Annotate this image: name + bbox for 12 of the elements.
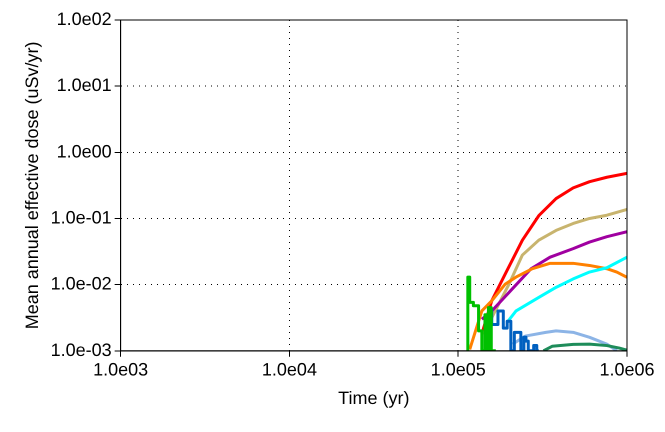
- x-tick-label: 1.0e03: [93, 360, 148, 380]
- y-tick-label: 1.0e00: [56, 141, 112, 162]
- y-tick-label: 1.0e-02: [50, 274, 112, 294]
- x-tick-label: 1.0e06: [599, 360, 655, 380]
- y-tick-label: 1.0e-03: [50, 340, 112, 360]
- y-tick-label: 1.0e02: [56, 8, 112, 29]
- y-axis-title: Mean annual effective dose (uSv/yr): [22, 41, 42, 330]
- y-tick-label: 1.0e-01: [50, 207, 112, 228]
- x-tick-label: 1.0e05: [430, 360, 486, 380]
- y-tick-label: 1.0e01: [56, 75, 112, 96]
- x-axis-title: Time (yr): [338, 388, 410, 408]
- x-tick-label: 1.0e04: [262, 360, 317, 380]
